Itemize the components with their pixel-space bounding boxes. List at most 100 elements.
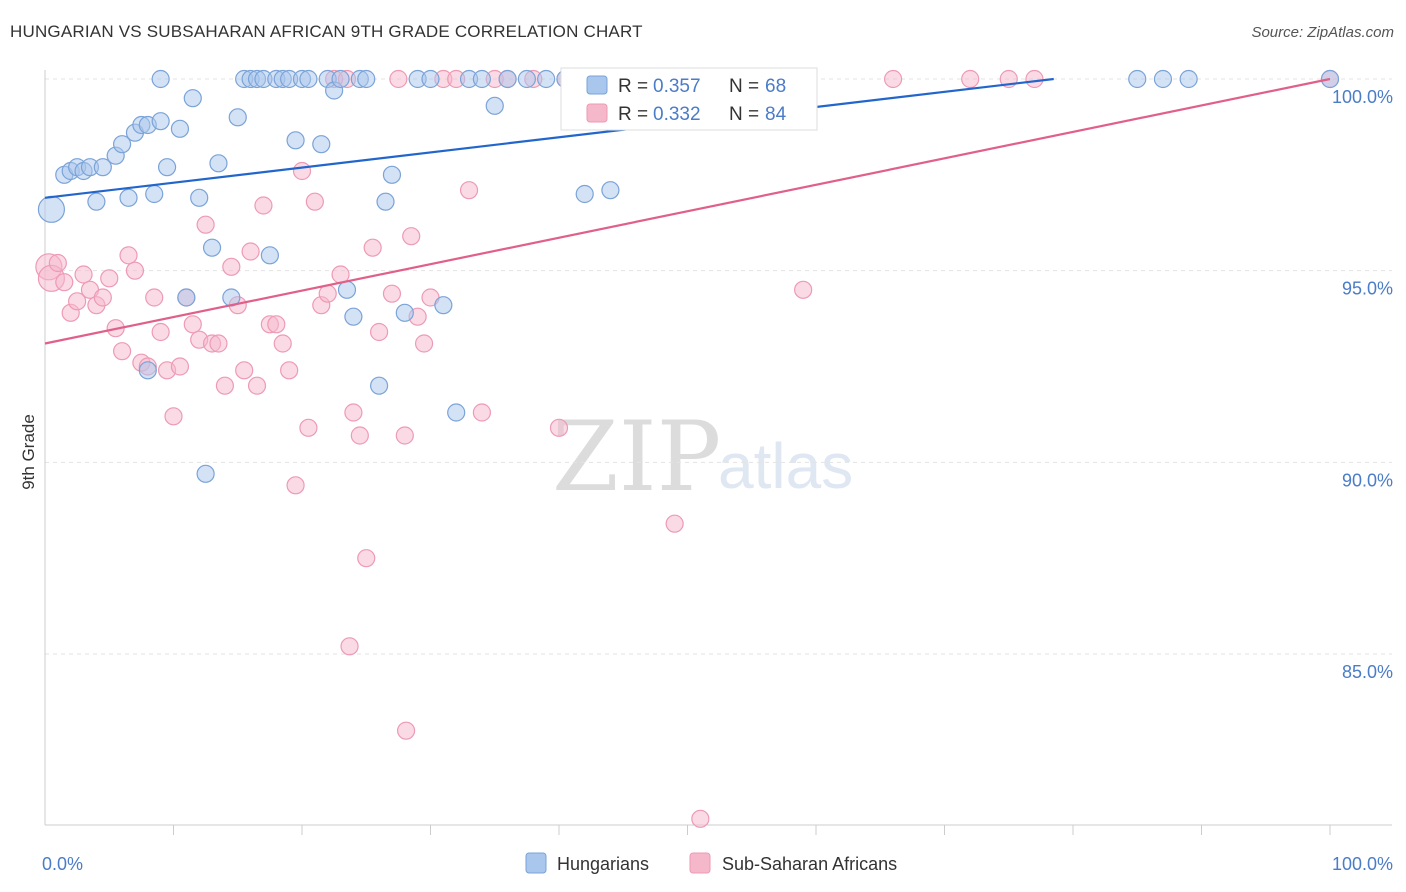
subsaharan-point-49 (350, 426, 369, 445)
subsaharan-point-10 (100, 269, 119, 288)
hungarians-point-51 (434, 296, 453, 315)
hungarians-point-44 (357, 69, 376, 89)
hungarians-point-6 (87, 192, 106, 211)
hungarians-point-64 (1128, 69, 1147, 89)
hungarians-trend-line (44, 77, 1054, 199)
legend-n-value-1: 68 (765, 76, 786, 97)
hungarians-point-18 (177, 288, 196, 307)
subsaharan-point-73 (691, 809, 710, 828)
series-legend-swatch-subsaharan (689, 852, 711, 874)
subsaharan-point-48 (344, 403, 363, 422)
hungarians-point-45 (370, 376, 389, 395)
legend-n-label-2: N = (729, 104, 759, 125)
hungarians-point-50 (421, 69, 440, 89)
subsaharan-point-23 (183, 315, 202, 334)
hungarians-point-20 (190, 188, 209, 207)
y-tick-label-3: 85.0% (1342, 662, 1393, 682)
hungarians-point-42 (344, 307, 363, 326)
subsaharan-point-51 (363, 238, 382, 257)
hungarians-point-36 (299, 69, 318, 89)
hungarians-point-61 (601, 181, 620, 200)
subsaharan-point-82 (396, 721, 416, 740)
series-legend-label-subsaharan: Sub-Saharan Africans (722, 854, 897, 874)
series-legend-swatch-hungarians (525, 852, 547, 874)
series-subsaharan-points (35, 69, 1340, 828)
hungarians-point-41 (337, 280, 357, 299)
hungarians-point-15 (151, 112, 170, 131)
subsaharan-point-41 (299, 418, 318, 437)
trend-lines (44, 77, 1331, 345)
subsaharan-point-54 (389, 69, 408, 89)
subsaharan-point-17 (145, 288, 164, 307)
subsaharan-point-50 (357, 549, 376, 568)
y-tick-label-0: 100.0% (1332, 87, 1393, 107)
y-tick-label-1: 95.0% (1342, 279, 1393, 299)
hungarians-point-62 (138, 361, 157, 380)
subsaharan-point-38 (280, 361, 299, 380)
series-hungarians-points (37, 69, 1340, 483)
subsaharan-point-63 (472, 403, 491, 422)
hungarians-point-63 (151, 69, 170, 89)
hungarians-point-22 (202, 238, 222, 257)
chart-title: HUNGARIAN VS SUBSAHARAN AFRICAN 9TH GRAD… (10, 22, 643, 41)
hungarians-point-17 (170, 119, 190, 138)
legend-swatch-pink (586, 103, 608, 123)
subsaharan-point-76 (794, 280, 813, 299)
watermark-atlas: atlas (718, 430, 853, 502)
hungarians-point-54 (472, 69, 491, 89)
subsaharan-point-12 (112, 342, 132, 361)
hungarians-point-52 (447, 403, 466, 422)
legend-r-label-2: R = (618, 104, 648, 125)
y-axis-label: 9th Grade (19, 414, 38, 490)
subsaharan-point-81 (340, 637, 359, 656)
subsaharan-point-21 (170, 357, 190, 376)
subsaharan-trend-line (44, 77, 1331, 345)
subsaharan-point-6 (74, 265, 93, 284)
hungarians-point-57 (517, 69, 536, 89)
hungarians-point-14 (145, 184, 164, 204)
legend-n-label-1: N = (729, 76, 759, 97)
subsaharan-point-78 (961, 69, 980, 89)
chart-source: Source: ZipAtlas.com (1251, 24, 1394, 41)
hungarians-point-10 (119, 188, 138, 207)
subsaharan-point-5 (68, 292, 87, 311)
hungarians-point-19 (183, 89, 202, 108)
subsaharan-point-28 (215, 376, 234, 395)
subsaharan-point-44 (318, 284, 337, 303)
legend-r-label-1: R = (618, 76, 648, 97)
subsaharan-point-14 (125, 261, 145, 280)
legend-swatch-blue (586, 75, 608, 95)
hungarians-point-60 (575, 184, 594, 204)
hungarians-point-30 (260, 246, 279, 265)
subsaharan-point-34 (254, 196, 273, 215)
hungarians-point-48 (395, 303, 414, 322)
subsaharan-point-77 (883, 69, 903, 89)
hungarians-point-9 (112, 135, 132, 154)
hungarians-point-34 (286, 131, 305, 150)
series-legend: Hungarians Sub-Saharan Africans (525, 852, 897, 874)
hungarians-point-58 (537, 69, 556, 89)
subsaharan-point-3 (55, 273, 74, 292)
subsaharan-point-52 (370, 322, 389, 342)
hungarians-point-65 (1153, 69, 1173, 89)
hungarians-point-47 (382, 165, 402, 184)
x-tick-label-0: 0.0% (42, 854, 83, 874)
hungarians-point-25 (228, 108, 247, 127)
subsaharan-point-62 (459, 181, 479, 200)
legend-r-value-2: 0.332 (653, 104, 701, 125)
y-tick-label-2: 90.0% (1342, 470, 1393, 490)
subsaharan-point-42 (305, 192, 324, 211)
subsaharan-point-72 (665, 514, 684, 533)
hungarians-point-40 (331, 69, 350, 89)
subsaharan-point-36 (267, 315, 286, 334)
hungarians-point-56 (498, 69, 517, 89)
legend-r-value-1: 0.357 (653, 76, 701, 97)
subsaharan-point-18 (151, 322, 170, 342)
subsaharan-point-33 (247, 376, 267, 395)
stats-legend: R = 0.357 N = 68 R = 0.332 N = 84 (560, 67, 818, 131)
subsaharan-point-27 (209, 334, 228, 353)
subsaharan-point-80 (1025, 69, 1044, 89)
subsaharan-point-55 (395, 426, 414, 445)
subsaharan-point-67 (549, 418, 569, 437)
